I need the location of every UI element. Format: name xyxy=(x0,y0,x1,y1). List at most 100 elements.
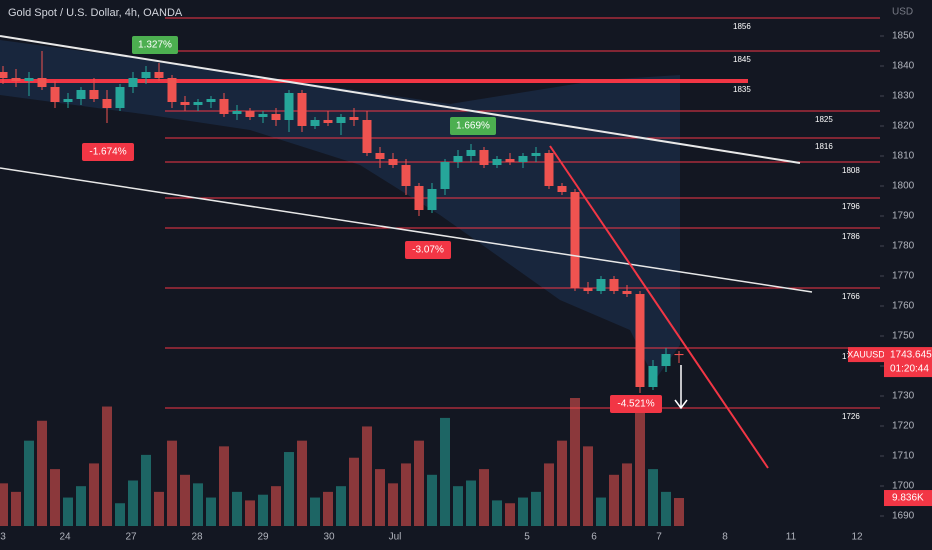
x-tick-label: Jul xyxy=(389,532,402,543)
volume-bar xyxy=(635,412,645,526)
level-label: 1816 xyxy=(815,142,833,151)
volume-bar xyxy=(310,497,320,526)
currency-label: USD xyxy=(892,7,913,18)
y-tick-label: 1750 xyxy=(892,331,915,342)
candle-body xyxy=(245,111,255,118)
x-tick-label: 11 xyxy=(786,532,797,543)
x-tick-label: 29 xyxy=(257,532,269,543)
countdown-label: 01:20:44 xyxy=(890,364,929,375)
volume-bar xyxy=(440,417,450,526)
candle-body xyxy=(102,99,112,109)
volume-bar xyxy=(284,452,294,526)
level-label: 1825 xyxy=(815,115,833,124)
candle-body xyxy=(427,189,437,211)
volume-bar xyxy=(453,486,463,526)
annotation-label: -3.07% xyxy=(412,245,444,256)
candle-body xyxy=(193,102,203,106)
candle-body xyxy=(479,150,489,166)
candle-body xyxy=(453,156,463,163)
annotation-box xyxy=(405,241,451,259)
volume-bar xyxy=(544,463,554,526)
candle-body xyxy=(583,288,593,292)
candle-body xyxy=(544,153,554,187)
y-tick-label: 1730 xyxy=(892,391,915,402)
volume-bar xyxy=(375,469,385,526)
y-tick-label: 1820 xyxy=(892,121,915,132)
last-price-box xyxy=(884,347,932,378)
volume-bar xyxy=(232,491,242,526)
y-tick-label: 1800 xyxy=(892,181,915,192)
volume-bar xyxy=(648,469,658,526)
price-axis xyxy=(880,0,932,550)
candle-body xyxy=(609,279,619,292)
candle-body xyxy=(375,153,385,160)
level-label: 1856 xyxy=(733,22,751,31)
y-tick-label: 1710 xyxy=(892,451,915,462)
symbol-box xyxy=(848,347,884,363)
level-label: 1835 xyxy=(733,85,751,94)
y-tick-label: 1840 xyxy=(892,61,915,72)
x-tick-label: 30 xyxy=(323,532,335,543)
candle-body xyxy=(622,291,632,295)
candle-body xyxy=(50,87,60,103)
volume-bar xyxy=(661,491,671,526)
volume-bar xyxy=(206,497,216,526)
candle-body xyxy=(284,93,294,121)
candle-body xyxy=(648,366,658,388)
y-tick-label: 1810 xyxy=(892,151,915,162)
candle-body xyxy=(258,114,268,118)
volume-bar xyxy=(63,497,73,526)
y-tick-label: 1790 xyxy=(892,211,915,222)
candle-body xyxy=(271,114,281,121)
volume-bar xyxy=(362,426,372,526)
plot xyxy=(0,17,880,526)
annotation-box xyxy=(610,395,662,413)
volume-bar xyxy=(180,474,190,526)
candle-body xyxy=(141,72,151,79)
volume-bar xyxy=(297,440,307,526)
candle-body xyxy=(362,120,372,154)
overlay: 1690170017101720173017401750176017701780… xyxy=(0,22,932,543)
arrow-head xyxy=(674,399,688,410)
level-label: 1845 xyxy=(733,55,751,64)
volume-bar xyxy=(245,500,255,526)
volume-bar xyxy=(414,440,424,526)
level-label: 1808 xyxy=(842,166,860,175)
volume-bar xyxy=(583,446,593,526)
x-tick-label: 7 xyxy=(656,532,662,543)
annotation-label: 1.669% xyxy=(456,121,490,132)
level-label: 1796 xyxy=(842,202,860,211)
volume-bar xyxy=(102,406,112,526)
y-tick-label: 1690 xyxy=(892,511,915,522)
y-tick-label: 1720 xyxy=(892,421,915,432)
annotation-box xyxy=(132,36,178,54)
candle-body xyxy=(518,156,528,163)
volume-bar xyxy=(37,420,47,526)
candle-body xyxy=(414,186,424,211)
volume-bar xyxy=(193,483,203,526)
volume-label-box xyxy=(884,490,932,507)
candle-body xyxy=(180,102,190,106)
volume-bar xyxy=(11,491,21,526)
volume-bar xyxy=(622,463,632,526)
y-tick-label: 1700 xyxy=(892,481,915,492)
volume-bar xyxy=(349,457,359,526)
annotation-label: -4.521% xyxy=(617,399,654,410)
annotation-box xyxy=(450,117,496,135)
volume-bar xyxy=(570,398,580,526)
volume-bar xyxy=(674,498,684,526)
level-label: 1786 xyxy=(842,232,860,241)
candle-body xyxy=(401,165,411,187)
volume-bar xyxy=(492,500,502,526)
trend-line xyxy=(549,145,769,469)
y-tick-label: 1830 xyxy=(892,91,915,102)
candle-body xyxy=(128,78,138,88)
volume-bar xyxy=(427,474,437,526)
volume-bar xyxy=(115,503,125,526)
volume-bar xyxy=(167,440,177,526)
candle-body xyxy=(115,87,125,109)
volume-bar xyxy=(271,486,281,526)
x-tick-label: 5 xyxy=(524,532,530,543)
volume-bar xyxy=(479,469,489,526)
